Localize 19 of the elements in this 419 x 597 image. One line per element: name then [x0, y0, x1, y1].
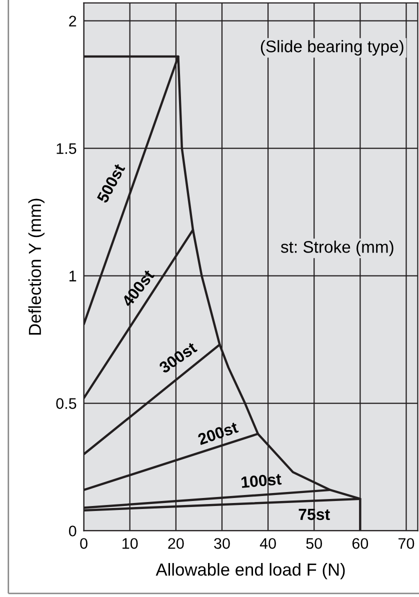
- annotation: st: Stroke (mm): [280, 240, 394, 256]
- y-axis-title: Deflection Y (mm): [28, 198, 44, 335]
- x-tick-label: 70: [398, 538, 414, 549]
- annotation: (Slide bearing type): [260, 40, 404, 56]
- y-tick-label: 1: [70, 270, 76, 282]
- y-tick-label: 0: [68, 526, 76, 536]
- x-tick-label: 60: [352, 538, 368, 549]
- x-tick-label: 10: [122, 538, 138, 549]
- x-axis-title: Allowable end load F (N): [156, 563, 345, 580]
- x-tick-label: 20: [168, 538, 184, 549]
- x-tick-label: 0: [80, 538, 88, 549]
- annotation: 100st: [241, 473, 282, 488]
- y-tick-label: 1.5: [56, 143, 76, 154]
- y-tick-label: 0.5: [56, 398, 76, 409]
- x-tick-label: 40: [260, 538, 276, 549]
- annotation: 200st: [197, 421, 239, 446]
- x-tick-label: 50: [306, 538, 322, 549]
- x-tick-label: 30: [214, 538, 230, 549]
- y-tick-label: 2: [69, 16, 76, 26]
